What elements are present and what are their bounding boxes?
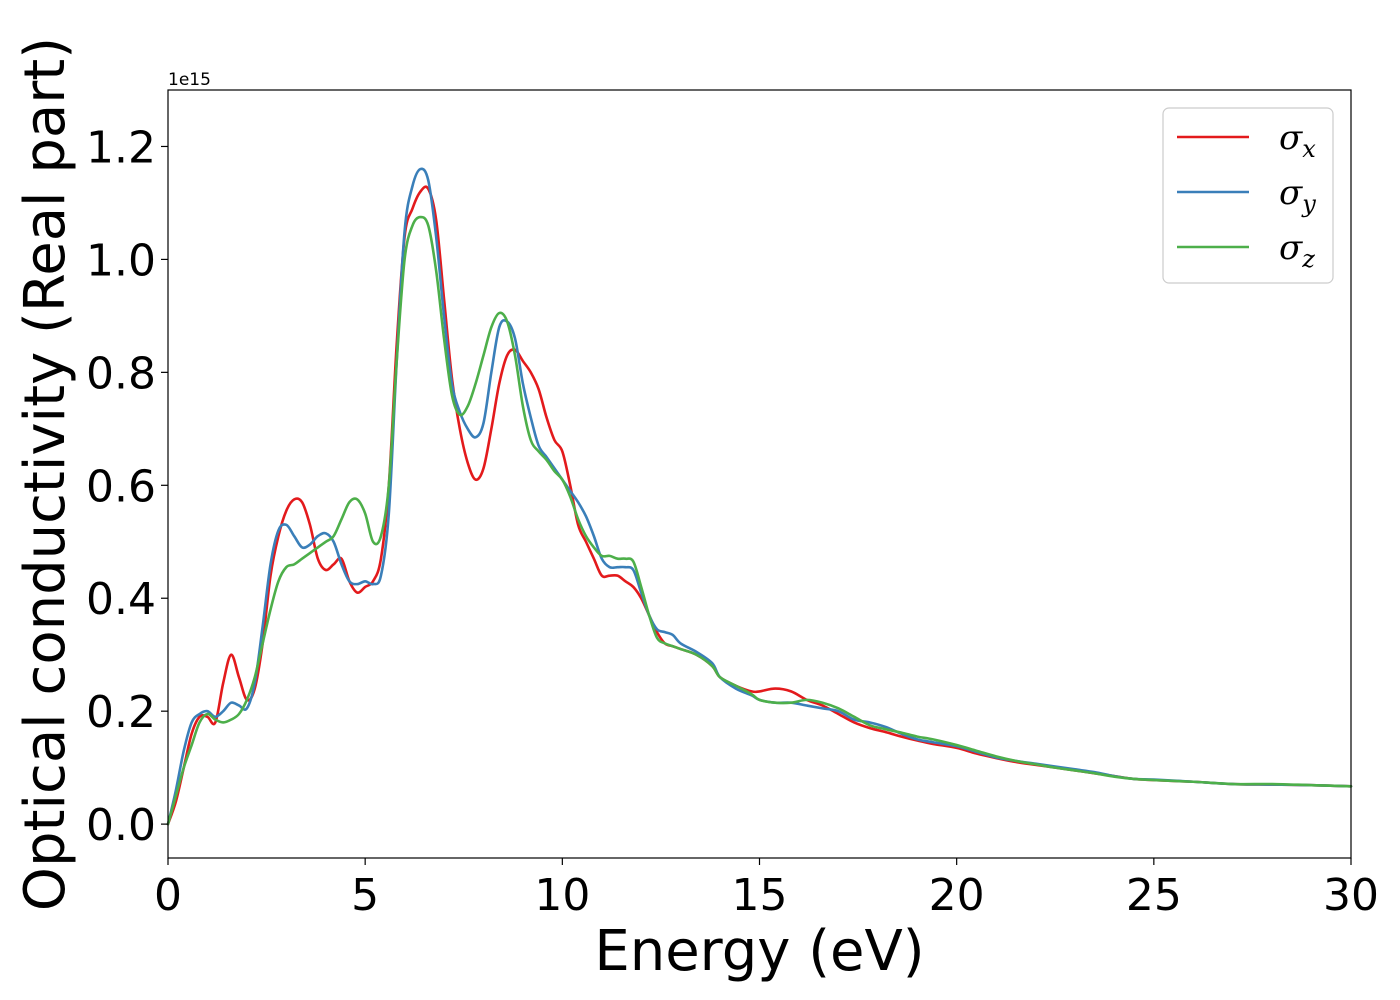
x-tick-label: 5: [351, 870, 379, 921]
series-line-sigma-z: [166, 215, 1353, 826]
x-tick-label: 10: [534, 870, 590, 921]
y-tick-label: 0.4: [86, 574, 156, 625]
x-tick-label: 15: [732, 870, 788, 921]
legend-box: [1162, 107, 1334, 284]
x-tick-label: 30: [1323, 870, 1379, 921]
x-axis: 0 5 10 15 20 25 30: [154, 858, 1379, 921]
x-tick-label: 25: [1126, 870, 1182, 921]
series-layer: [166, 167, 1353, 826]
y-tick-label: 1.2: [86, 122, 156, 173]
x-tick-label: 0: [154, 870, 182, 921]
y-axis-title: Optical conductivity (Real part): [13, 37, 78, 911]
y-tick-label: 0.8: [86, 348, 156, 399]
x-axis-title: Energy (eV): [594, 919, 924, 984]
y-tick-label: 0.2: [86, 687, 156, 738]
y-tick-label: 1.0: [86, 235, 156, 286]
y-axis: 0.0 0.2 0.4 0.6 0.8 1.0 1.2: [86, 122, 168, 851]
series-line-sigma-y: [166, 167, 1353, 826]
y-tick-label: 0.0: [86, 800, 156, 851]
y-offset-label: 1e15: [168, 70, 211, 90]
x-tick-label: 20: [929, 870, 985, 921]
y-tick-label: 0.6: [86, 461, 156, 512]
